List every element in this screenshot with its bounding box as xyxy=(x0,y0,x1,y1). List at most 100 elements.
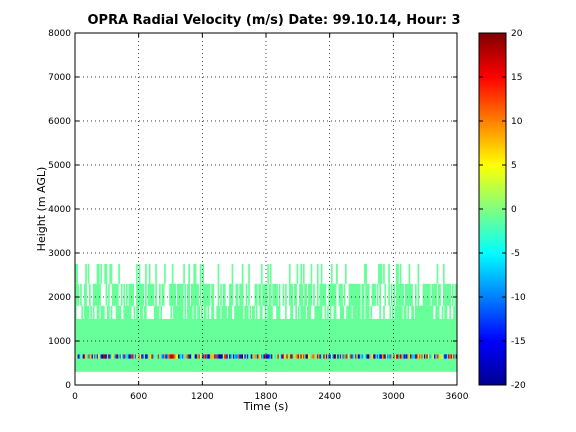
velocity-cell xyxy=(409,354,412,359)
velocity-cell xyxy=(83,358,86,372)
velocity-cell xyxy=(280,358,282,372)
velocity-cell xyxy=(89,283,91,306)
velocity-cell xyxy=(407,283,410,306)
velocity-cell xyxy=(454,305,457,319)
velocity-cell xyxy=(454,319,457,355)
velocity-cell xyxy=(263,283,266,306)
velocity-cell xyxy=(94,354,96,359)
velocity-cell xyxy=(143,319,146,355)
velocity-cell xyxy=(236,358,239,372)
velocity-cell xyxy=(392,305,394,319)
velocity-cell xyxy=(164,354,166,359)
velocity-cell xyxy=(379,358,381,372)
velocity-cell xyxy=(81,354,84,359)
velocity-cell xyxy=(302,319,305,355)
velocity-cell xyxy=(171,264,174,284)
velocity-cell xyxy=(110,319,113,355)
velocity-cell xyxy=(395,264,398,284)
velocity-cell xyxy=(355,305,357,319)
velocity-cell xyxy=(306,305,309,319)
velocity-cell xyxy=(285,319,287,355)
velocity-cell xyxy=(190,319,193,355)
velocity-cell xyxy=(328,283,331,306)
velocity-cell xyxy=(245,305,248,319)
velocity-cell xyxy=(155,319,157,355)
velocity-cell xyxy=(75,264,77,284)
velocity-cell xyxy=(174,319,176,355)
velocity-cell xyxy=(161,319,164,355)
y-tick-label: 1000 xyxy=(48,337,71,347)
colorbar xyxy=(478,32,507,386)
velocity-cell xyxy=(346,305,348,319)
velocity-cell xyxy=(310,283,313,306)
velocity-cell xyxy=(299,358,301,372)
velocity-cell xyxy=(221,319,224,355)
velocity-cell xyxy=(109,358,112,372)
velocity-cell xyxy=(413,319,416,355)
velocity-cell xyxy=(444,354,446,359)
velocity-cell xyxy=(131,283,133,306)
velocity-cell xyxy=(106,354,109,359)
velocity-cell xyxy=(216,354,219,359)
velocity-cell xyxy=(202,319,205,355)
velocity-cell xyxy=(421,354,424,359)
velocity-cell xyxy=(356,283,359,306)
velocity-cell xyxy=(306,358,309,372)
velocity-cell xyxy=(202,354,205,359)
velocity-cell xyxy=(333,305,336,319)
velocity-cell xyxy=(165,358,168,372)
velocity-cell xyxy=(202,358,205,372)
velocity-cell xyxy=(347,358,350,372)
velocity-cell xyxy=(175,354,178,359)
velocity-cell xyxy=(360,354,362,359)
velocity-cell xyxy=(162,354,165,359)
velocity-cell xyxy=(115,358,118,372)
velocity-cell xyxy=(314,305,317,319)
velocity-cell xyxy=(81,319,84,355)
velocity-cell xyxy=(297,354,300,359)
velocity-cell xyxy=(97,319,100,355)
velocity-cell xyxy=(431,354,434,359)
velocity-cell xyxy=(436,264,439,284)
velocity-cell xyxy=(435,305,438,319)
velocity-cell xyxy=(201,358,203,372)
velocity-cell xyxy=(295,305,297,319)
velocity-cell xyxy=(114,283,117,306)
velocity-cell xyxy=(343,354,346,359)
velocity-cell xyxy=(183,354,185,359)
colorbar-tick-label: -5 xyxy=(511,249,520,259)
velocity-cell xyxy=(371,358,374,372)
velocity-cell xyxy=(231,264,234,284)
velocity-cell xyxy=(243,354,245,359)
velocity-cell xyxy=(341,319,343,355)
velocity-cell xyxy=(453,319,455,355)
velocity-cell xyxy=(87,319,90,355)
velocity-cell xyxy=(288,354,291,359)
velocity-cell xyxy=(90,305,92,319)
velocity-cell xyxy=(367,358,370,372)
velocity-cell xyxy=(319,305,322,319)
velocity-cell xyxy=(434,354,436,359)
velocity-cell xyxy=(89,358,91,372)
velocity-cell xyxy=(287,354,290,359)
velocity-cell xyxy=(193,264,196,284)
velocity-cell xyxy=(190,358,193,372)
velocity-cell xyxy=(215,354,217,359)
velocity-cell xyxy=(150,358,152,372)
velocity-cell xyxy=(273,319,276,355)
velocity-cell xyxy=(397,358,399,372)
velocity-cell xyxy=(136,264,138,284)
velocity-cell xyxy=(441,358,444,372)
velocity-cell xyxy=(248,358,250,372)
velocity-cell xyxy=(100,319,103,355)
velocity-cell xyxy=(371,354,374,359)
velocity-cell xyxy=(446,319,449,355)
velocity-cell xyxy=(318,305,320,319)
velocity-cell xyxy=(393,283,396,306)
velocity-cell xyxy=(319,319,322,355)
velocity-cell xyxy=(276,283,278,306)
velocity-cell xyxy=(397,319,399,355)
velocity-cell xyxy=(113,283,115,306)
velocity-cell xyxy=(428,354,431,359)
velocity-cell xyxy=(324,358,327,372)
